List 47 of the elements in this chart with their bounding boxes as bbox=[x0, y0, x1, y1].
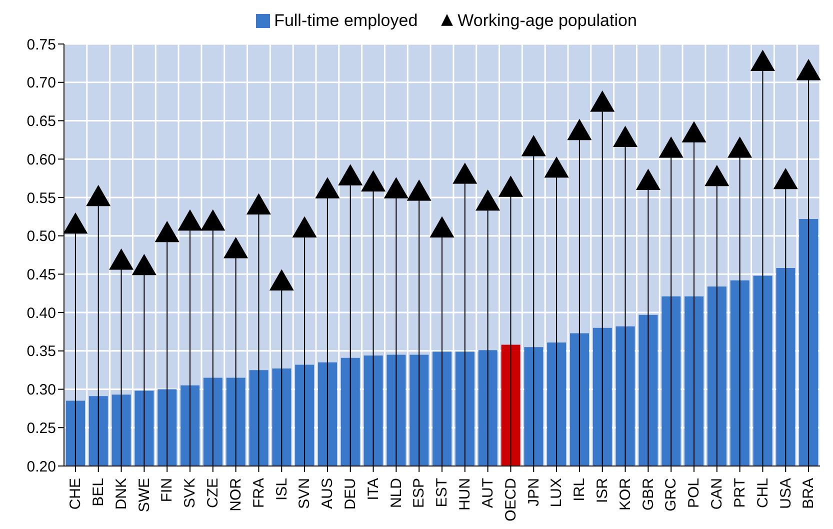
x-tick-label: GRC bbox=[662, 478, 680, 512]
x-tick-label: FRA bbox=[250, 478, 268, 508]
x-tick-label: BRA bbox=[800, 478, 818, 509]
x-tick-label: CHL bbox=[754, 478, 772, 508]
x-tick-label: JPN bbox=[525, 478, 542, 506]
x-tick-label: BEL bbox=[90, 478, 108, 506]
x-tick-label: SVK bbox=[182, 478, 199, 508]
x-tick-label: POL bbox=[686, 478, 703, 508]
x-tick-label: SVN bbox=[296, 478, 314, 509]
x-tick-label: SWE bbox=[136, 478, 153, 512]
x-tick-label: ESP bbox=[410, 478, 428, 508]
y-tick-label: 0.30 bbox=[26, 382, 56, 399]
x-tick-label: IRL bbox=[571, 478, 588, 502]
y-tick-label: 0.50 bbox=[26, 228, 56, 246]
x-tick-label: PRT bbox=[731, 478, 748, 508]
x-tick-label: ISL bbox=[273, 478, 290, 501]
x-tick-label: FIN bbox=[158, 478, 176, 502]
x-tick-label: DEU bbox=[342, 478, 360, 510]
x-tick-label: DNK bbox=[112, 478, 130, 510]
x-tick-label: OECD bbox=[502, 478, 520, 522]
y-tick-label: 0.25 bbox=[26, 420, 56, 437]
legend-label: Working-age population bbox=[458, 11, 637, 31]
x-tick-label: KOR bbox=[616, 478, 634, 511]
legend-label: Full-time employed bbox=[274, 11, 418, 31]
x-tick-label: AUS bbox=[319, 478, 336, 509]
x-tick-label: CZE bbox=[204, 478, 222, 508]
y-tick-label: 0.60 bbox=[26, 151, 56, 168]
x-tick-label: GBR bbox=[640, 478, 657, 511]
y-tick-label: 0.65 bbox=[26, 113, 56, 130]
y-tick-label: 0.55 bbox=[26, 190, 56, 207]
y-tick-label: 0.45 bbox=[26, 266, 56, 284]
x-tick-label: CHE bbox=[67, 478, 84, 510]
x-tick-label: ITA bbox=[364, 478, 382, 500]
y-tick-label: 0.35 bbox=[26, 343, 56, 360]
x-tick-label: NLD bbox=[388, 478, 405, 508]
x-tick-label: AUT bbox=[479, 478, 496, 508]
x-tick-label: NOR bbox=[227, 478, 244, 512]
y-tick-label: 0.20 bbox=[26, 458, 56, 476]
y-tick-label: 0.75 bbox=[26, 36, 56, 54]
y-tick-label: 0.40 bbox=[26, 304, 56, 322]
x-tick-label: HUN bbox=[456, 478, 474, 510]
x-tick-label: USA bbox=[777, 478, 794, 509]
x-tick-label: LUX bbox=[548, 478, 566, 508]
y-tick-label: 0.70 bbox=[26, 74, 56, 92]
x-tick-label: EST bbox=[434, 478, 451, 508]
x-tick-label: ISR bbox=[594, 478, 612, 504]
x-tick-label: CAN bbox=[708, 478, 726, 510]
